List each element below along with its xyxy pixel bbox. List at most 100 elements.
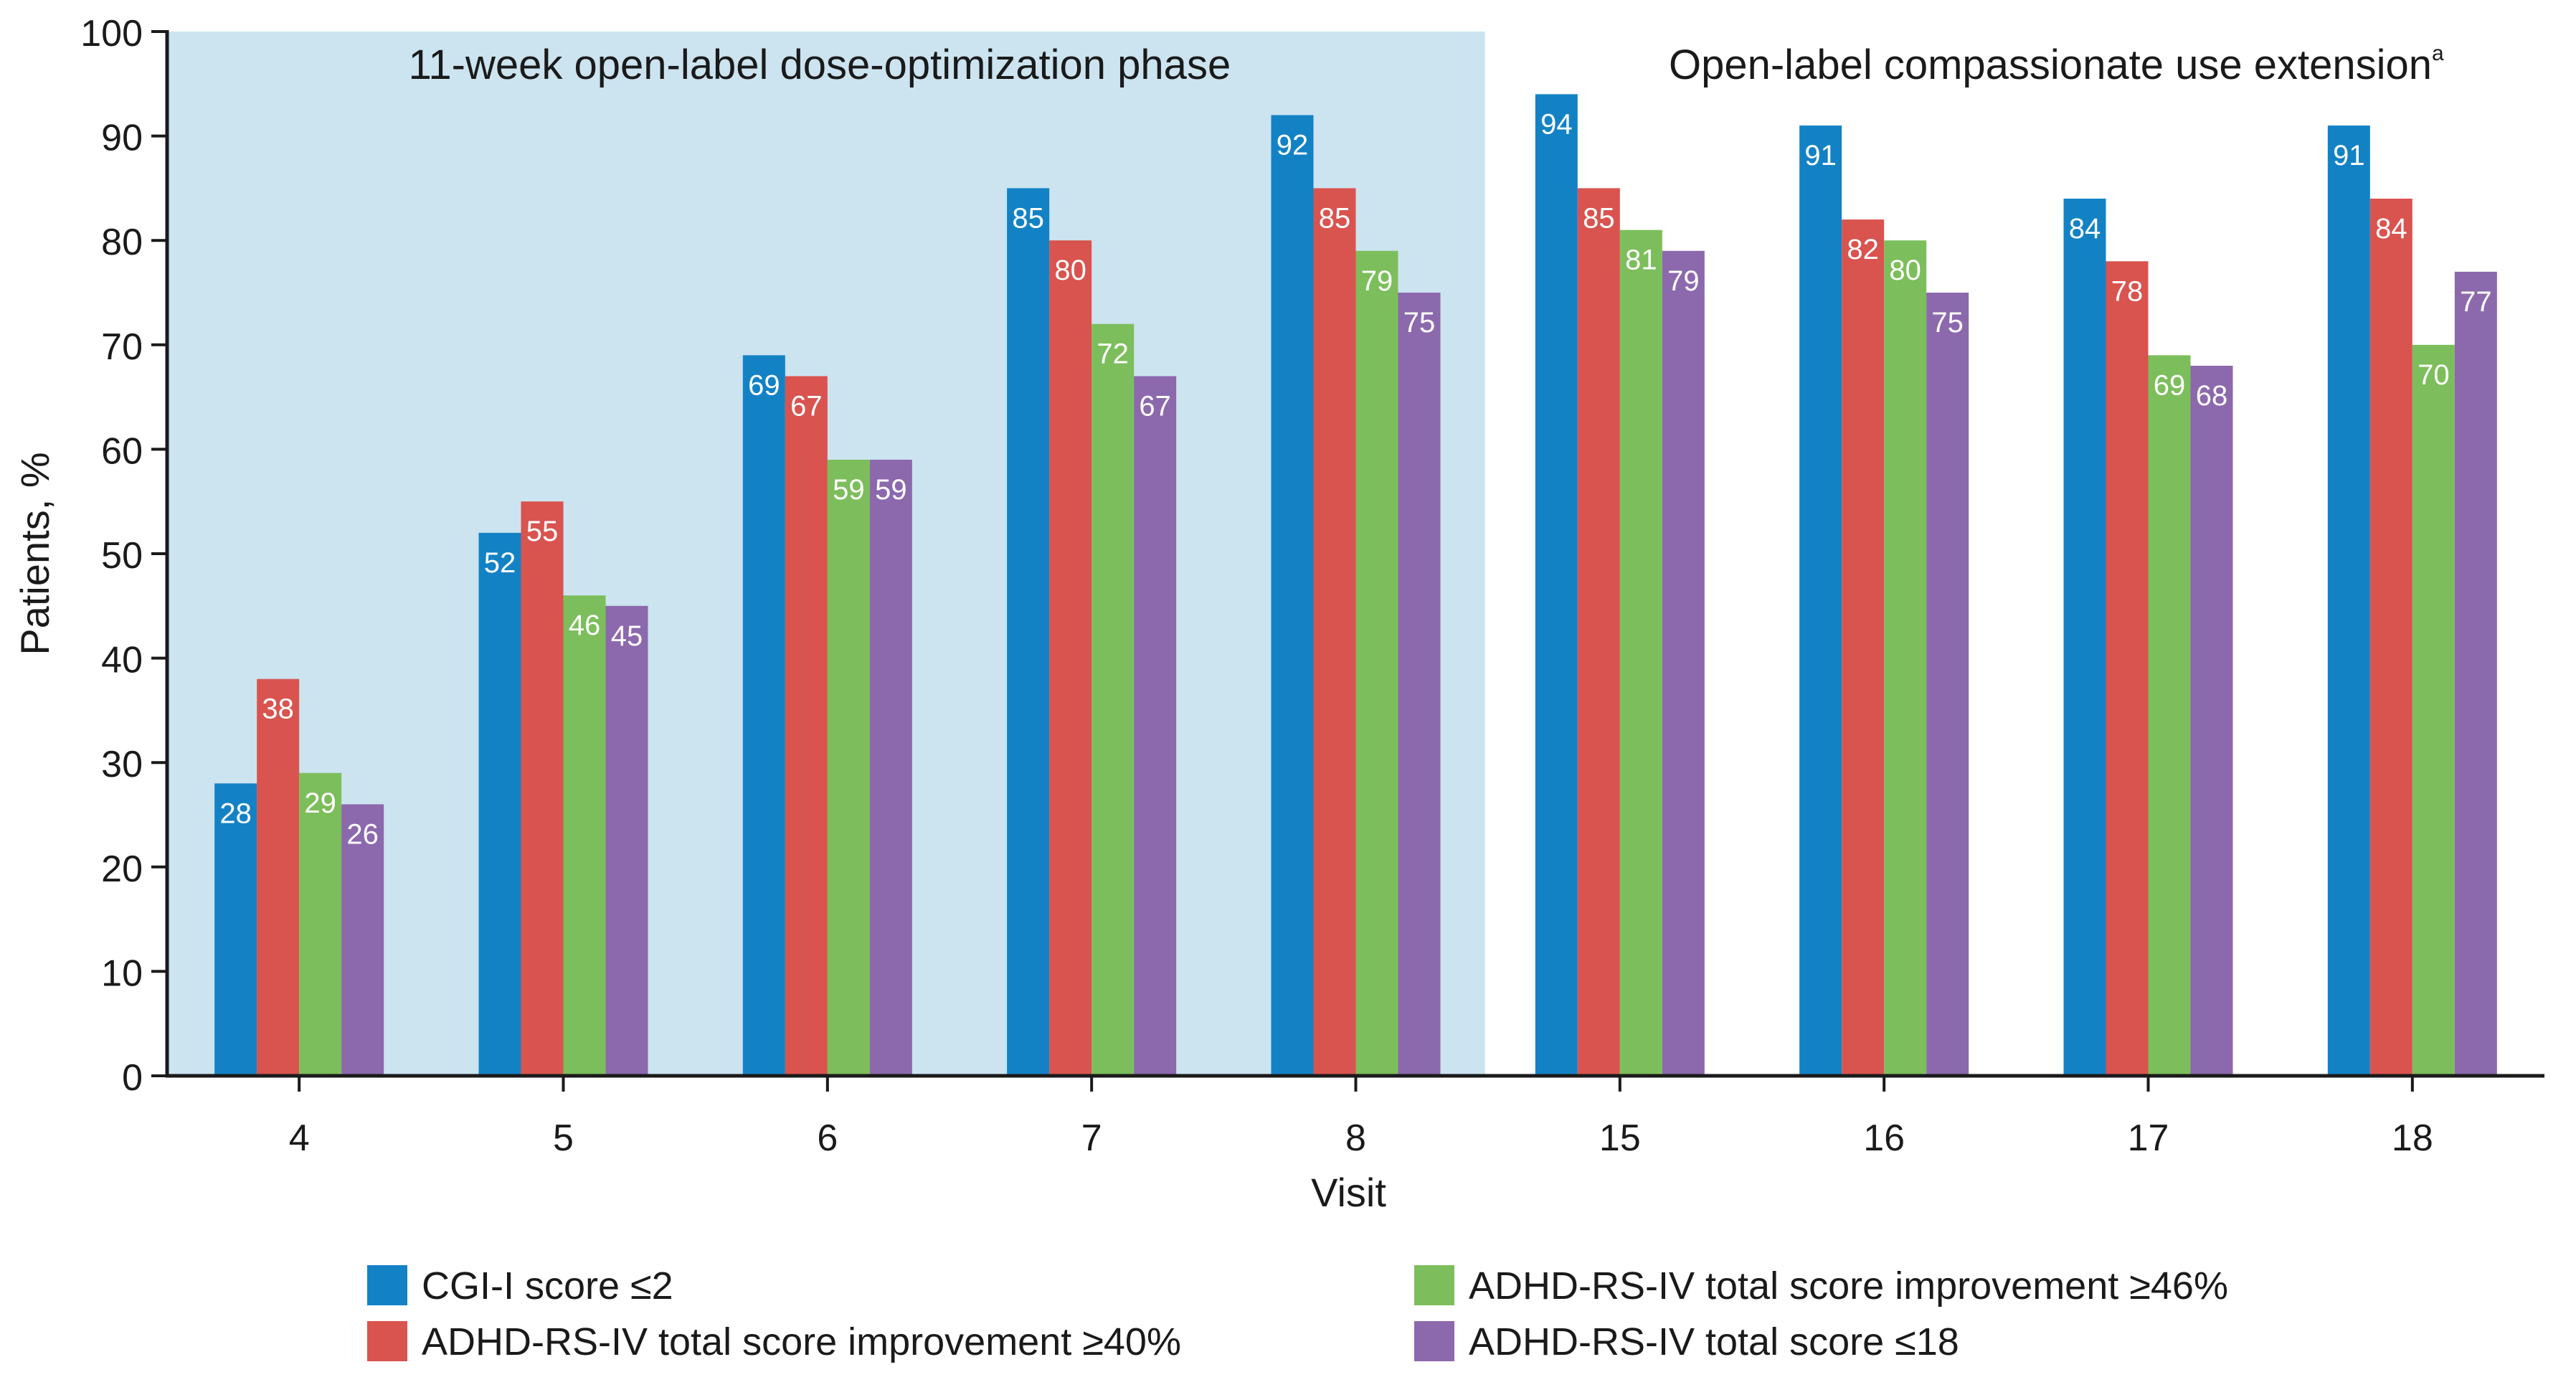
legend-swatch bbox=[1414, 1265, 1454, 1305]
bar bbox=[563, 595, 606, 1076]
data-label: 85 bbox=[1583, 202, 1615, 234]
y-tick-label: 20 bbox=[101, 848, 143, 890]
bar bbox=[1313, 188, 1356, 1076]
data-label: 67 bbox=[1139, 390, 1171, 422]
data-label: 75 bbox=[1403, 307, 1436, 339]
x-tick-label: 4 bbox=[289, 1117, 310, 1159]
data-label: 38 bbox=[262, 694, 294, 725]
bar bbox=[1398, 293, 1441, 1076]
phase-label-text: 11-week open-label dose-optimization pha… bbox=[408, 42, 1231, 88]
data-label: 75 bbox=[1931, 307, 1964, 339]
data-label: 55 bbox=[526, 516, 559, 547]
data-label: 79 bbox=[1667, 265, 1700, 297]
data-label: 28 bbox=[219, 798, 252, 829]
bar bbox=[2412, 344, 2455, 1076]
data-label: 26 bbox=[346, 818, 379, 850]
phase-label-text: Open-label compassionate use extension bbox=[1669, 42, 2432, 88]
bar bbox=[1535, 94, 1578, 1077]
y-axis-title: Patients, % bbox=[12, 452, 57, 655]
y-tick-label: 90 bbox=[101, 118, 143, 159]
data-label: 84 bbox=[2375, 213, 2407, 245]
phase-label: 11-week open-label dose-optimization pha… bbox=[408, 42, 1231, 88]
bar bbox=[1049, 240, 1092, 1077]
x-tick-label: 15 bbox=[1599, 1117, 1641, 1159]
legend-label: ADHD-RS-IV total score improvement ≥46% bbox=[1469, 1264, 2228, 1307]
bar bbox=[605, 605, 648, 1076]
y-tick-label: 10 bbox=[101, 952, 143, 994]
x-tick-label: 18 bbox=[2392, 1117, 2433, 1159]
bar bbox=[2369, 198, 2412, 1077]
x-tick-label: 16 bbox=[1863, 1117, 1905, 1159]
bar bbox=[257, 678, 300, 1076]
data-label: 68 bbox=[2196, 380, 2228, 412]
bar bbox=[341, 804, 384, 1076]
y-tick-label: 30 bbox=[101, 744, 143, 785]
bar bbox=[1662, 250, 1705, 1076]
x-tick-label: 8 bbox=[1345, 1117, 1366, 1159]
bar bbox=[214, 783, 257, 1076]
data-label: 72 bbox=[1097, 339, 1129, 370]
bar bbox=[2327, 126, 2370, 1076]
bar bbox=[521, 501, 564, 1076]
y-tick-label: 40 bbox=[101, 640, 143, 681]
data-label: 79 bbox=[1361, 265, 1393, 297]
data-label: 45 bbox=[611, 620, 643, 652]
bar bbox=[1007, 188, 1050, 1076]
data-label: 94 bbox=[1540, 108, 1573, 140]
y-tick-label: 0 bbox=[122, 1057, 143, 1099]
data-label: 80 bbox=[1889, 255, 1921, 286]
bar bbox=[785, 376, 828, 1076]
data-label: 91 bbox=[1804, 140, 1837, 171]
legend-swatch bbox=[1414, 1321, 1454, 1361]
data-label: 29 bbox=[304, 788, 336, 819]
x-tick-label: 7 bbox=[1081, 1117, 1102, 1159]
bar bbox=[2063, 198, 2106, 1077]
data-label: 85 bbox=[1319, 202, 1351, 234]
legend-swatch bbox=[367, 1265, 407, 1305]
legend-swatch bbox=[367, 1321, 407, 1361]
bar bbox=[1926, 293, 1969, 1076]
data-label: 69 bbox=[748, 369, 780, 401]
x-tick-label: 6 bbox=[817, 1117, 838, 1159]
data-label: 59 bbox=[875, 474, 907, 506]
legend-label: ADHD-RS-IV total score ≤18 bbox=[1469, 1320, 1959, 1363]
bar bbox=[1884, 240, 1927, 1077]
y-tick-label: 60 bbox=[101, 430, 143, 472]
legend-label: CGI-I score ≤2 bbox=[422, 1264, 673, 1307]
data-label: 59 bbox=[833, 474, 865, 506]
y-tick-label: 70 bbox=[101, 326, 143, 368]
bar bbox=[2190, 365, 2233, 1076]
legend-label: ADHD-RS-IV total score improvement ≥40% bbox=[422, 1320, 1181, 1363]
x-axis-title: Visit bbox=[1311, 1170, 1386, 1215]
x-tick-label: 17 bbox=[2128, 1117, 2169, 1159]
bar bbox=[1619, 230, 1662, 1076]
data-label: 85 bbox=[1012, 202, 1044, 234]
bar bbox=[1134, 376, 1177, 1076]
data-label: 67 bbox=[790, 390, 823, 422]
bar bbox=[1842, 219, 1885, 1077]
bar bbox=[827, 459, 870, 1076]
data-label: 81 bbox=[1625, 245, 1657, 276]
bar bbox=[299, 772, 342, 1076]
bar bbox=[478, 532, 521, 1076]
data-label: 52 bbox=[484, 547, 516, 579]
y-tick-label: 50 bbox=[101, 535, 143, 577]
data-label: 69 bbox=[2154, 369, 2186, 401]
bar bbox=[2454, 271, 2497, 1076]
data-label: 91 bbox=[2333, 140, 2365, 171]
bar bbox=[742, 355, 785, 1076]
data-label: 77 bbox=[2460, 286, 2492, 318]
data-label: 80 bbox=[1054, 255, 1086, 286]
y-tick-label: 80 bbox=[101, 222, 143, 263]
bar bbox=[2106, 261, 2149, 1076]
data-label: 46 bbox=[569, 610, 601, 641]
bar bbox=[1355, 250, 1398, 1076]
data-label: 92 bbox=[1277, 129, 1309, 161]
data-label: 82 bbox=[1847, 234, 1879, 265]
phase-label-superscript: a bbox=[2432, 42, 2444, 65]
bar bbox=[2148, 355, 2191, 1076]
bar bbox=[869, 459, 912, 1076]
data-label: 84 bbox=[2069, 213, 2101, 245]
bar bbox=[1271, 115, 1314, 1077]
